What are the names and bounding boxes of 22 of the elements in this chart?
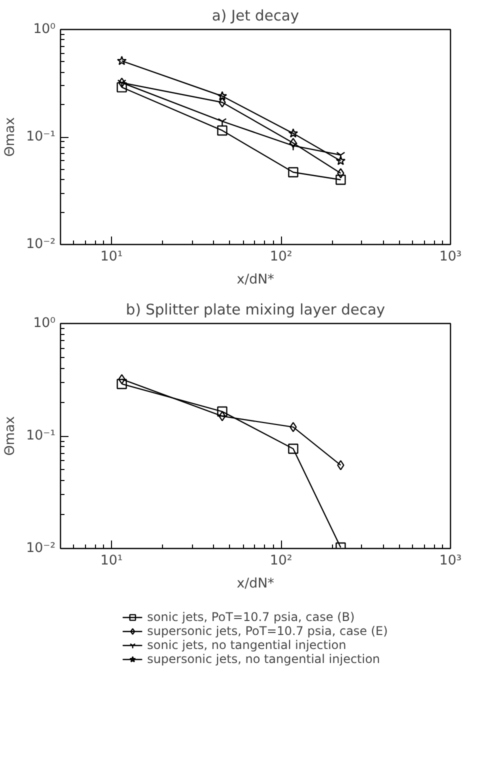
y-tick-label: 10⁰: [33, 22, 56, 37]
legend-label: supersonic jets, PoT=10.7 psia, case (E): [147, 624, 388, 638]
y-axis-title: Θmax: [3, 416, 18, 456]
y-tick-label: 10⁰: [33, 316, 56, 331]
y-axis-title: Θmax: [3, 117, 18, 157]
chart-title: b) Splitter plate mixing layer decay: [126, 302, 386, 318]
legend-label: sonic jets, PoT=10.7 psia, case (B): [147, 610, 355, 624]
y-tick-label: 10⁻¹: [26, 130, 56, 144]
x-axis-title: x/dN*: [236, 272, 275, 288]
legend-label: supersonic jets, no tangential injection: [147, 652, 380, 666]
x-tick-label: 10³: [439, 250, 462, 264]
x-tick-label: 10²: [270, 554, 292, 568]
x-tick-label: 10¹: [100, 554, 123, 568]
y-tick-label: 10⁻²: [26, 237, 56, 252]
chart-title: a) Jet decay: [212, 8, 300, 24]
y-tick-label: 10⁻²: [26, 541, 56, 556]
y-tick-label: 10⁻¹: [26, 428, 56, 444]
x-tick-label: 10³: [439, 554, 462, 568]
x-tick-label: 10¹: [100, 250, 123, 264]
legend-label: sonic jets, no tangential injection: [147, 638, 346, 652]
x-axis-title: x/dN*: [236, 576, 275, 592]
x-tick-label: 10²: [270, 250, 292, 264]
